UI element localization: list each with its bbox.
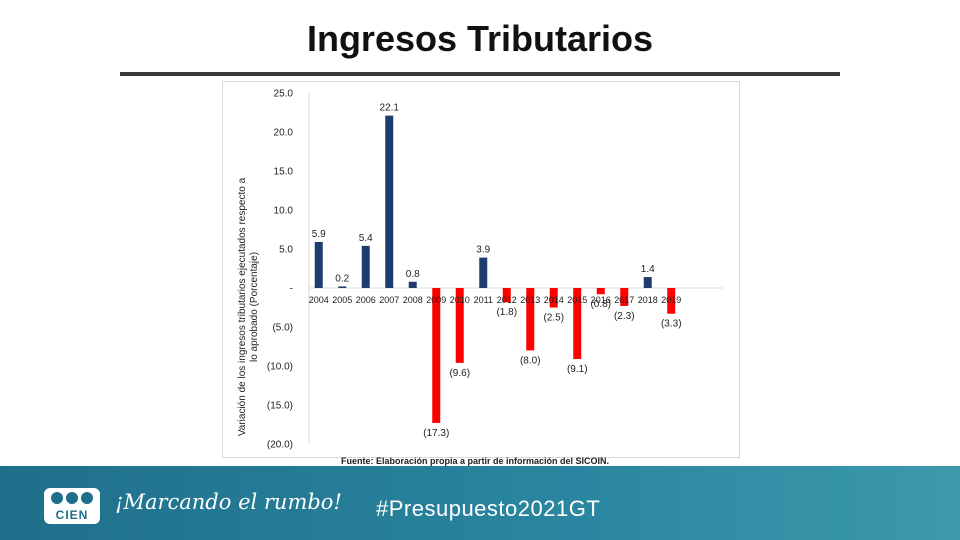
bar-2008 <box>408 281 417 288</box>
footer-slogan: ¡Marcando el rumbo! <box>115 490 342 514</box>
bars <box>314 115 676 423</box>
footer-hashtag: #Presupuesto2021GT <box>376 496 601 521</box>
x-category-label: 2010 <box>450 295 470 305</box>
bar-2006 <box>361 245 370 288</box>
data-label-2012: (1.8) <box>496 307 517 318</box>
y-tick-label: - <box>290 284 293 295</box>
data-label-2005: 0.2 <box>335 273 349 284</box>
bar-2011 <box>479 257 488 288</box>
x-category-label: 2009 <box>426 295 446 305</box>
x-category-label: 2013 <box>520 295 540 305</box>
x-category-label: 2015 <box>567 295 587 305</box>
y-tick-labels: 25.0 20.0 15.0 10.0 5.0 - (5.0) (10.0) (15.0) (20… <box>267 89 294 451</box>
y-tick-label: 20.0 <box>274 128 294 139</box>
chart-frame: 25.0 20.0 15.0 10.0 5.0 - (5.0) (10.0) (15.0) (20… <box>222 81 740 458</box>
x-category-label: 2007 <box>379 295 399 305</box>
data-label-2015: (9.1) <box>567 364 588 375</box>
x-category-labels: 2004 2005 2006 2007 2008 2009 2010 2011 2012 2013… <box>309 295 682 305</box>
data-label-2014: (2.5) <box>543 313 564 324</box>
footer-bar: CIEN ¡Marcando el rumbo! #Presupuesto202… <box>0 466 960 540</box>
x-category-label: 2005 <box>332 295 352 305</box>
data-label-2008: 0.8 <box>406 269 420 280</box>
bar-2012 <box>502 288 511 303</box>
logo-dots-icon <box>51 492 93 504</box>
bar-2013 <box>526 288 535 351</box>
data-labels: 5.9 0.2 5.4 22.1 0.8 (17.3) (9.6) 3.9 (1.8) (8.0)… <box>312 103 682 439</box>
y-tick-label: (5.0) <box>272 323 293 334</box>
bar-2016 <box>596 288 605 295</box>
y-tick-label: 15.0 <box>274 167 294 178</box>
x-category-label: 2006 <box>356 295 376 305</box>
x-category-label: 2018 <box>638 295 658 305</box>
title-underline <box>120 72 840 76</box>
y-tick-label: 25.0 <box>274 89 294 100</box>
y-tick-label: 5.0 <box>279 245 293 256</box>
data-label-2009: (17.3) <box>423 428 449 439</box>
source-note: Fuente: Elaboración propia a partir de i… <box>341 456 610 466</box>
data-label-2011: 3.9 <box>476 245 490 256</box>
bar-2017 <box>620 288 629 306</box>
x-category-label: 2012 <box>497 295 517 305</box>
x-category-label: 2016 <box>591 295 611 305</box>
bar-2018 <box>643 277 652 288</box>
bar-2009 <box>432 288 441 423</box>
data-label-2007: 22.1 <box>380 103 400 114</box>
data-label-2006: 5.4 <box>359 233 373 244</box>
x-category-label: 2019 <box>661 295 681 305</box>
data-label-2019: (3.3) <box>661 319 682 330</box>
y-tick-label: 10.0 <box>274 206 294 217</box>
bar-2014 <box>549 288 558 308</box>
bar-chart: 25.0 20.0 15.0 10.0 5.0 - (5.0) (10.0) (15.0) (20… <box>237 89 723 451</box>
y-axis-title: Variación de los ingresos tributarios ej… <box>237 177 260 436</box>
x-category-label: 2011 <box>474 295 493 305</box>
bar-2004 <box>314 241 323 288</box>
x-category-label: 2008 <box>403 295 423 305</box>
x-category-label: 2017 <box>614 295 634 305</box>
y-tick-label: (15.0) <box>267 401 293 412</box>
y-tick-label: (10.0) <box>267 362 293 373</box>
bar-2015 <box>573 288 582 359</box>
bar-2005 <box>338 286 347 288</box>
data-label-2004: 5.9 <box>312 229 326 240</box>
bar-2019 <box>667 288 676 314</box>
x-category-label: 2014 <box>544 295 564 305</box>
data-label-2010: (9.6) <box>449 368 470 379</box>
y-tick-label: (20.0) <box>267 440 293 451</box>
data-label-2013: (8.0) <box>520 355 541 366</box>
data-label-2017: (2.3) <box>614 311 635 322</box>
bar-2007 <box>385 115 394 288</box>
x-category-label: 2004 <box>309 295 329 305</box>
bar-2010 <box>455 288 464 363</box>
cien-logo: CIEN <box>44 488 100 524</box>
logo-text: CIEN <box>55 508 89 522</box>
slide-title: Ingresos Tributarios <box>306 18 654 59</box>
data-label-2018: 1.4 <box>641 264 655 275</box>
data-label-2016: (0.8) <box>590 299 611 310</box>
